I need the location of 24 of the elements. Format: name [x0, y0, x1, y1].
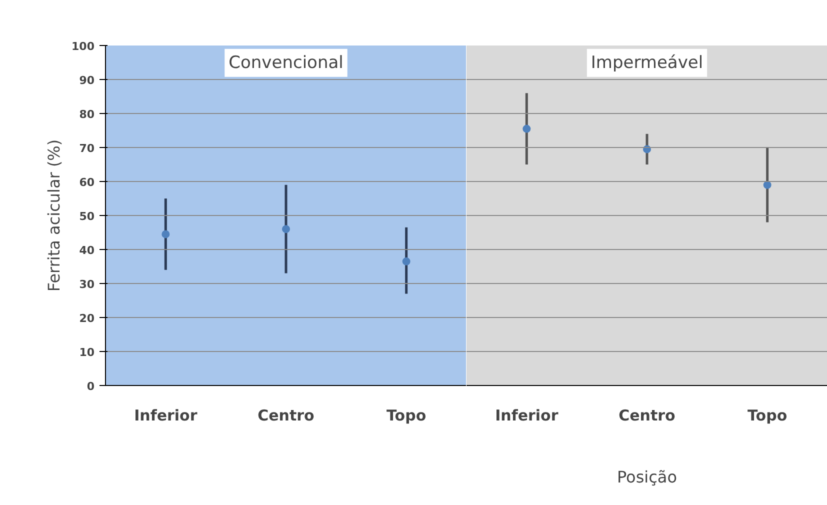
- x-axis-title: Posição: [616, 468, 678, 486]
- point: [162, 230, 170, 238]
- y-tick-label: 60: [79, 176, 95, 189]
- y-axis-title: Ferrita acicular (%): [44, 139, 64, 292]
- y-tick-label: 0: [86, 380, 95, 393]
- y-tick-label: 90: [79, 74, 95, 87]
- y-tick-label: 30: [79, 278, 95, 291]
- x-tick-label: Inferior: [134, 406, 198, 424]
- x-tick-label: Topo: [386, 406, 426, 424]
- y-tick-label: 10: [79, 346, 95, 359]
- x-tick-label: Topo: [748, 406, 788, 424]
- y-tick-label: 50: [79, 210, 95, 223]
- band-label: Impermeável: [590, 52, 704, 73]
- y-tick-label: 70: [79, 142, 95, 155]
- point: [282, 225, 290, 234]
- y-tick-label: 20: [79, 312, 95, 325]
- point: [402, 257, 410, 266]
- band-label: Convencional: [228, 52, 344, 73]
- y-tick-label: 100: [72, 40, 95, 53]
- x-tick-label: Centro: [258, 406, 314, 424]
- x-tick-label: Inferior: [495, 406, 559, 424]
- y-tick-label: 40: [79, 244, 95, 257]
- x-tick-label: Centro: [618, 406, 676, 424]
- y-tick-label: 80: [79, 108, 95, 121]
